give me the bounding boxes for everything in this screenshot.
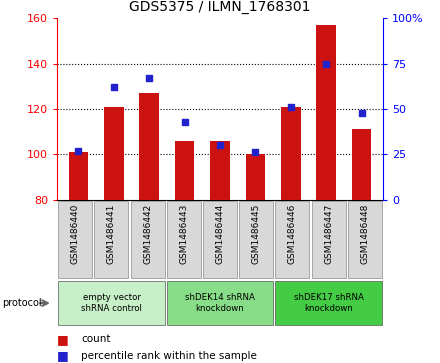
Title: GDS5375 / ILMN_1768301: GDS5375 / ILMN_1768301	[129, 0, 311, 15]
Text: shDEK14 shRNA
knockdown: shDEK14 shRNA knockdown	[185, 293, 255, 313]
Text: GSM1486441: GSM1486441	[107, 204, 116, 264]
Point	[358, 110, 365, 115]
FancyBboxPatch shape	[348, 201, 382, 278]
Text: GSM1486440: GSM1486440	[71, 204, 80, 264]
Point	[181, 119, 188, 125]
Text: shDEK17 shRNA
knockdown: shDEK17 shRNA knockdown	[293, 293, 363, 313]
Bar	[352, 129, 371, 200]
Bar	[210, 140, 230, 200]
FancyBboxPatch shape	[167, 281, 273, 325]
Point	[216, 142, 224, 148]
Point	[110, 84, 117, 90]
Bar	[104, 107, 124, 200]
Text: percentile rank within the sample: percentile rank within the sample	[81, 351, 257, 361]
FancyBboxPatch shape	[275, 201, 309, 278]
Bar	[316, 25, 336, 200]
Text: GSM1486446: GSM1486446	[288, 204, 297, 264]
Text: GSM1486442: GSM1486442	[143, 204, 152, 264]
Bar	[175, 140, 194, 200]
FancyBboxPatch shape	[58, 281, 165, 325]
FancyBboxPatch shape	[58, 201, 92, 278]
Text: GSM1486445: GSM1486445	[252, 204, 260, 264]
Text: GSM1486444: GSM1486444	[216, 204, 224, 264]
Point	[75, 148, 82, 154]
Bar	[281, 107, 301, 200]
Point	[146, 75, 153, 81]
Point	[287, 104, 294, 110]
Point	[323, 61, 330, 66]
Text: ■: ■	[57, 349, 69, 362]
Text: GSM1486443: GSM1486443	[180, 204, 188, 264]
FancyBboxPatch shape	[312, 201, 345, 278]
Bar	[139, 93, 159, 200]
FancyBboxPatch shape	[131, 201, 165, 278]
FancyBboxPatch shape	[167, 201, 201, 278]
Text: count: count	[81, 334, 111, 344]
Text: protocol: protocol	[2, 298, 42, 308]
FancyBboxPatch shape	[275, 281, 382, 325]
FancyBboxPatch shape	[95, 201, 128, 278]
Text: GSM1486448: GSM1486448	[360, 204, 369, 264]
Text: GSM1486447: GSM1486447	[324, 204, 333, 264]
FancyBboxPatch shape	[203, 201, 237, 278]
Bar	[69, 152, 88, 200]
FancyBboxPatch shape	[239, 201, 273, 278]
Bar	[246, 154, 265, 200]
Point	[252, 150, 259, 155]
Text: ■: ■	[57, 333, 69, 346]
Text: empty vector
shRNA control: empty vector shRNA control	[81, 293, 142, 313]
